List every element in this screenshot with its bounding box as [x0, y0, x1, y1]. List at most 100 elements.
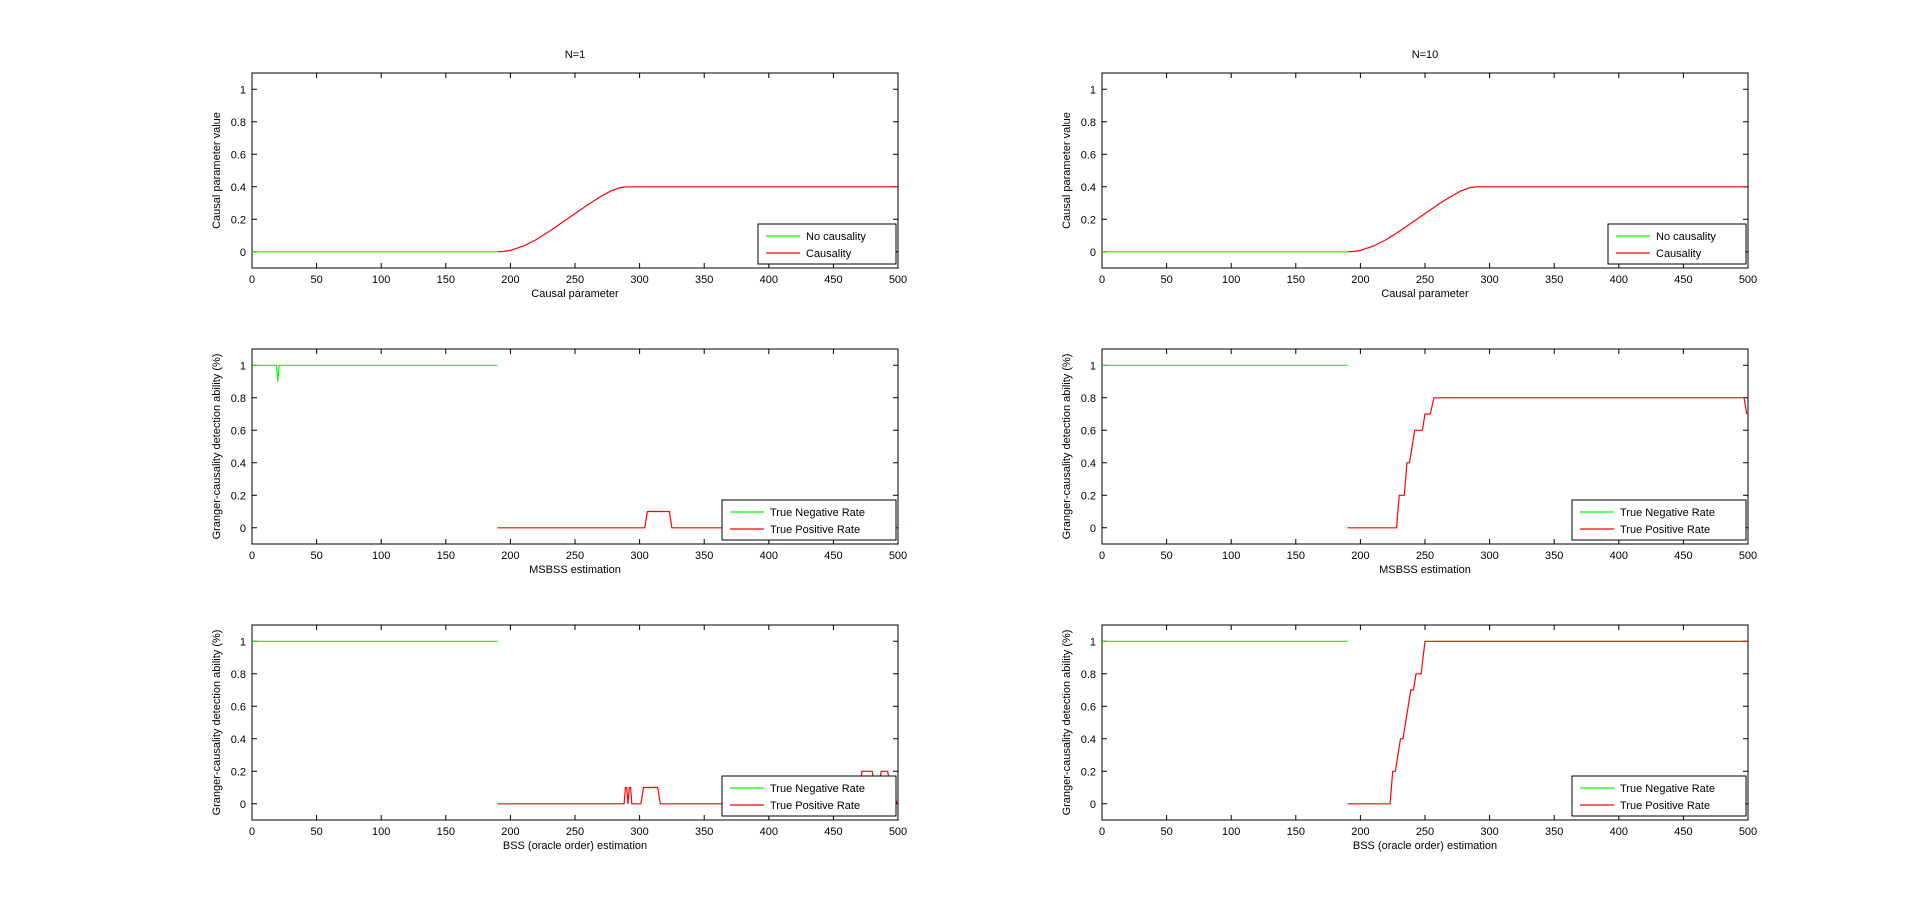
y-tick-label: 0: [1090, 247, 1096, 259]
x-tick-label: 100: [372, 550, 390, 562]
y-tick-label: 0.8: [231, 393, 246, 405]
y-tick-label: 0.6: [1081, 701, 1096, 713]
series-line-causality: [1347, 186, 1748, 253]
x-tick-label: 0: [1099, 826, 1105, 838]
y-tick-label: 0.6: [231, 149, 246, 161]
y-tick-label: 0.2: [231, 214, 246, 226]
x-axis-label: MSBSS estimation: [1379, 564, 1471, 576]
chart-panel-3: 0 50 100 150 200 250 300 350 400 450 500 0 0.2 0.4 0.6…: [211, 348, 907, 576]
x-tick-label: 200: [1351, 826, 1369, 838]
y-tick-label: 0.8: [231, 117, 246, 129]
x-tick-label: 250: [566, 550, 584, 562]
legend-entry: True Negative Rate: [770, 783, 865, 795]
x-tick-label: 300: [1480, 550, 1498, 562]
x-tick-label: 200: [501, 826, 519, 838]
y-tick-label: 0.8: [1081, 117, 1096, 129]
x-tick-label: 150: [437, 274, 455, 286]
x-tick-label: 200: [501, 274, 519, 286]
y-axis-label: Granger-causality detection ability (%): [211, 354, 223, 540]
chart-panel-4: 0 50 100 150 200 250 300 350 400 450 500 0 0.2 0.4 0.6…: [1061, 348, 1757, 576]
y-tick-label: 0: [1090, 799, 1096, 811]
x-tick-label: 250: [566, 274, 584, 286]
legend-entry: Causality: [806, 248, 852, 260]
chart-panel-6: 0 50 100 150 200 250 300 350 400 450 500 0 0.2 0.4 0.6…: [1061, 624, 1757, 852]
x-tick-label: 350: [695, 550, 713, 562]
y-tick-label: 1: [1090, 84, 1096, 96]
y-tick-label: 0.6: [1081, 425, 1096, 437]
x-tick-label: 250: [1416, 826, 1434, 838]
legend-box: [1571, 775, 1747, 817]
x-tick-label: 50: [310, 550, 322, 562]
series-line-causality: [497, 186, 898, 253]
legend-entry: True Positive Rate: [770, 524, 860, 536]
y-tick-label: 0: [240, 523, 246, 535]
y-tick-label: 0.4: [231, 182, 246, 194]
x-tick-label: 300: [630, 826, 648, 838]
legend-box: [1607, 223, 1747, 265]
x-tick-label: 250: [566, 826, 584, 838]
chart-panel-1: 0 50 100 150 200 250 300 350 400 450 500 0 0.2 0.4 0.6…: [211, 49, 907, 300]
legend: True Negative Rate True Positive Rate: [1571, 499, 1747, 541]
legend-entry: True Positive Rate: [1620, 800, 1710, 812]
x-tick-label: 100: [372, 826, 390, 838]
x-tick-label: 100: [1222, 274, 1240, 286]
x-tick-label: 400: [1610, 274, 1628, 286]
x-axis-label: Causal parameter: [1381, 288, 1469, 300]
x-axis-label: MSBSS estimation: [529, 564, 621, 576]
x-tick-label: 500: [1739, 550, 1757, 562]
legend-entry: True Negative Rate: [1620, 507, 1715, 519]
x-tick-label: 200: [1351, 274, 1369, 286]
y-axis-label: Granger-causality detection ability (%): [211, 630, 223, 816]
x-tick-label: 400: [1610, 826, 1628, 838]
x-axis-label: BSS (oracle order) estimation: [1353, 840, 1497, 852]
x-tick-label: 50: [310, 826, 322, 838]
legend: No causality Causality: [1607, 223, 1747, 265]
x-tick-label: 500: [1739, 274, 1757, 286]
y-tick-label: 0.4: [231, 734, 246, 746]
chart-title: N=1: [565, 49, 586, 61]
x-tick-label: 500: [889, 274, 907, 286]
x-tick-label: 250: [1416, 274, 1434, 286]
legend: No causality Causality: [757, 223, 897, 265]
x-tick-label: 350: [695, 274, 713, 286]
y-tick-label: 0.4: [1081, 182, 1096, 194]
legend-entry: True Negative Rate: [1620, 783, 1715, 795]
legend: True Negative Rate True Positive Rate: [721, 775, 897, 817]
x-tick-label: 400: [760, 274, 778, 286]
x-tick-label: 300: [630, 274, 648, 286]
legend-entry: True Positive Rate: [770, 800, 860, 812]
y-tick-label: 0.4: [231, 458, 246, 470]
x-tick-label: 50: [310, 274, 322, 286]
x-tick-label: 450: [824, 550, 842, 562]
y-tick-label: 1: [1090, 636, 1096, 648]
x-tick-label: 300: [1480, 826, 1498, 838]
x-tick-label: 200: [1351, 550, 1369, 562]
x-tick-label: 300: [1480, 274, 1498, 286]
y-tick-label: 0.4: [1081, 734, 1096, 746]
y-tick-label: 0.6: [231, 701, 246, 713]
y-axis-label: Causal parameter value: [211, 112, 223, 229]
x-tick-label: 450: [824, 274, 842, 286]
chart-panel-2: 0 50 100 150 200 250 300 350 400 450 500 0 0.2 0.4 0.6…: [1061, 49, 1757, 300]
y-tick-label: 1: [1090, 360, 1096, 372]
y-tick-label: 0.2: [1081, 766, 1096, 778]
x-tick-label: 350: [1545, 550, 1563, 562]
x-tick-label: 150: [1287, 274, 1305, 286]
series-line-true-positive-rate: [1347, 640, 1748, 805]
x-tick-label: 350: [1545, 826, 1563, 838]
x-tick-label: 0: [1099, 274, 1105, 286]
legend-entry: True Positive Rate: [1620, 524, 1710, 536]
y-tick-label: 0: [240, 247, 246, 259]
y-tick-label: 0.8: [1081, 669, 1096, 681]
x-tick-label: 250: [1416, 550, 1434, 562]
y-tick-label: 0.2: [1081, 214, 1096, 226]
x-axis-label: BSS (oracle order) estimation: [503, 840, 647, 852]
x-tick-label: 0: [249, 274, 255, 286]
x-tick-label: 150: [437, 826, 455, 838]
legend: True Negative Rate True Positive Rate: [1571, 775, 1747, 817]
y-tick-label: 0: [1090, 523, 1096, 535]
x-tick-label: 450: [1674, 826, 1692, 838]
y-axis-label: Granger-causality detection ability (%): [1061, 630, 1073, 816]
y-tick-label: 1: [240, 636, 246, 648]
